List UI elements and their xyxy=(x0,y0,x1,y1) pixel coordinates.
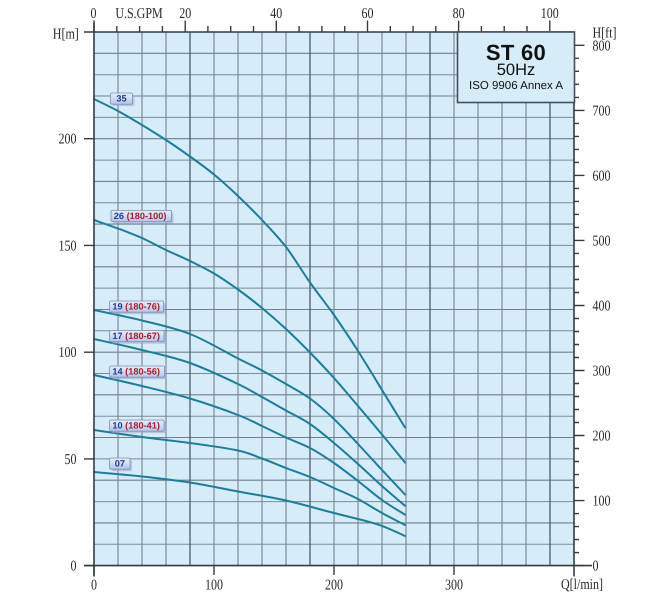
svg-text:600: 600 xyxy=(593,168,611,184)
svg-text:800: 800 xyxy=(593,38,611,54)
svg-text:50: 50 xyxy=(65,452,77,468)
svg-text:ST 60: ST 60 xyxy=(486,40,546,65)
svg-text:40: 40 xyxy=(270,6,282,22)
svg-text:26 (180-100): 26 (180-100) xyxy=(114,211,167,221)
svg-text:0: 0 xyxy=(91,578,97,594)
svg-text:35: 35 xyxy=(116,94,126,104)
svg-text:60: 60 xyxy=(362,6,374,22)
svg-text:20: 20 xyxy=(179,6,191,22)
svg-text:ISO 9906 Annex A: ISO 9906 Annex A xyxy=(469,80,563,92)
svg-text:0: 0 xyxy=(71,559,77,575)
svg-text:17 (180-67): 17 (180-67) xyxy=(112,331,160,341)
svg-text:200: 200 xyxy=(325,578,343,594)
svg-text:H[m]: H[m] xyxy=(53,27,79,43)
svg-text:10 (180-41): 10 (180-41) xyxy=(112,421,160,431)
svg-text:H[ft]: H[ft] xyxy=(593,26,617,42)
svg-text:500: 500 xyxy=(593,233,611,249)
svg-text:200: 200 xyxy=(59,132,77,148)
svg-text:300: 300 xyxy=(593,364,611,380)
svg-text:50Hz: 50Hz xyxy=(497,61,536,79)
svg-text:14 (180-56): 14 (180-56) xyxy=(112,367,160,377)
svg-text:100: 100 xyxy=(593,494,611,510)
svg-text:300: 300 xyxy=(445,578,463,594)
svg-text:700: 700 xyxy=(593,103,611,119)
svg-text:100: 100 xyxy=(59,345,77,361)
svg-text:0: 0 xyxy=(91,6,97,22)
svg-text:Q[l/min]: Q[l/min] xyxy=(561,577,603,593)
svg-text:U.S.GPM: U.S.GPM xyxy=(115,6,162,22)
svg-text:0: 0 xyxy=(593,559,599,575)
svg-text:150: 150 xyxy=(59,238,77,254)
svg-text:07: 07 xyxy=(115,459,125,469)
svg-text:200: 200 xyxy=(593,429,611,445)
svg-text:80: 80 xyxy=(453,6,465,22)
svg-text:400: 400 xyxy=(593,299,611,315)
svg-text:100: 100 xyxy=(205,578,223,594)
svg-text:19 (180-76): 19 (180-76) xyxy=(112,302,160,312)
svg-text:100: 100 xyxy=(541,6,559,22)
